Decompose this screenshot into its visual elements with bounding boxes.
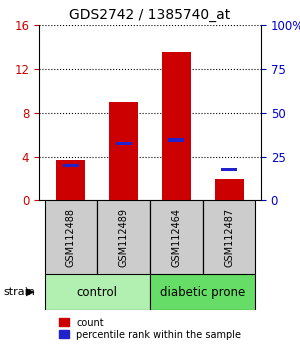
- Text: GSM112489: GSM112489: [118, 207, 129, 267]
- Text: control: control: [76, 286, 118, 298]
- Text: GSM112487: GSM112487: [224, 207, 234, 267]
- Text: GSM112464: GSM112464: [171, 207, 182, 267]
- Bar: [44, 200, 97, 274]
- Bar: [168, 138, 184, 142]
- Bar: [203, 200, 256, 274]
- Text: strain: strain: [3, 287, 35, 297]
- Bar: [221, 168, 237, 171]
- Bar: [44, 274, 150, 310]
- Title: GDS2742 / 1385740_at: GDS2742 / 1385740_at: [69, 8, 231, 22]
- Bar: [109, 102, 138, 200]
- Legend: count, percentile rank within the sample: count, percentile rank within the sample: [55, 314, 245, 343]
- Bar: [150, 200, 203, 274]
- Bar: [63, 164, 79, 167]
- Bar: [116, 142, 132, 145]
- Bar: [98, 200, 150, 274]
- Bar: [56, 160, 85, 200]
- Bar: [162, 52, 191, 200]
- Text: GSM112488: GSM112488: [66, 207, 76, 267]
- Text: diabetic prone: diabetic prone: [160, 286, 245, 298]
- Text: ▶: ▶: [26, 287, 34, 297]
- Bar: [215, 178, 244, 200]
- Bar: [150, 274, 255, 310]
